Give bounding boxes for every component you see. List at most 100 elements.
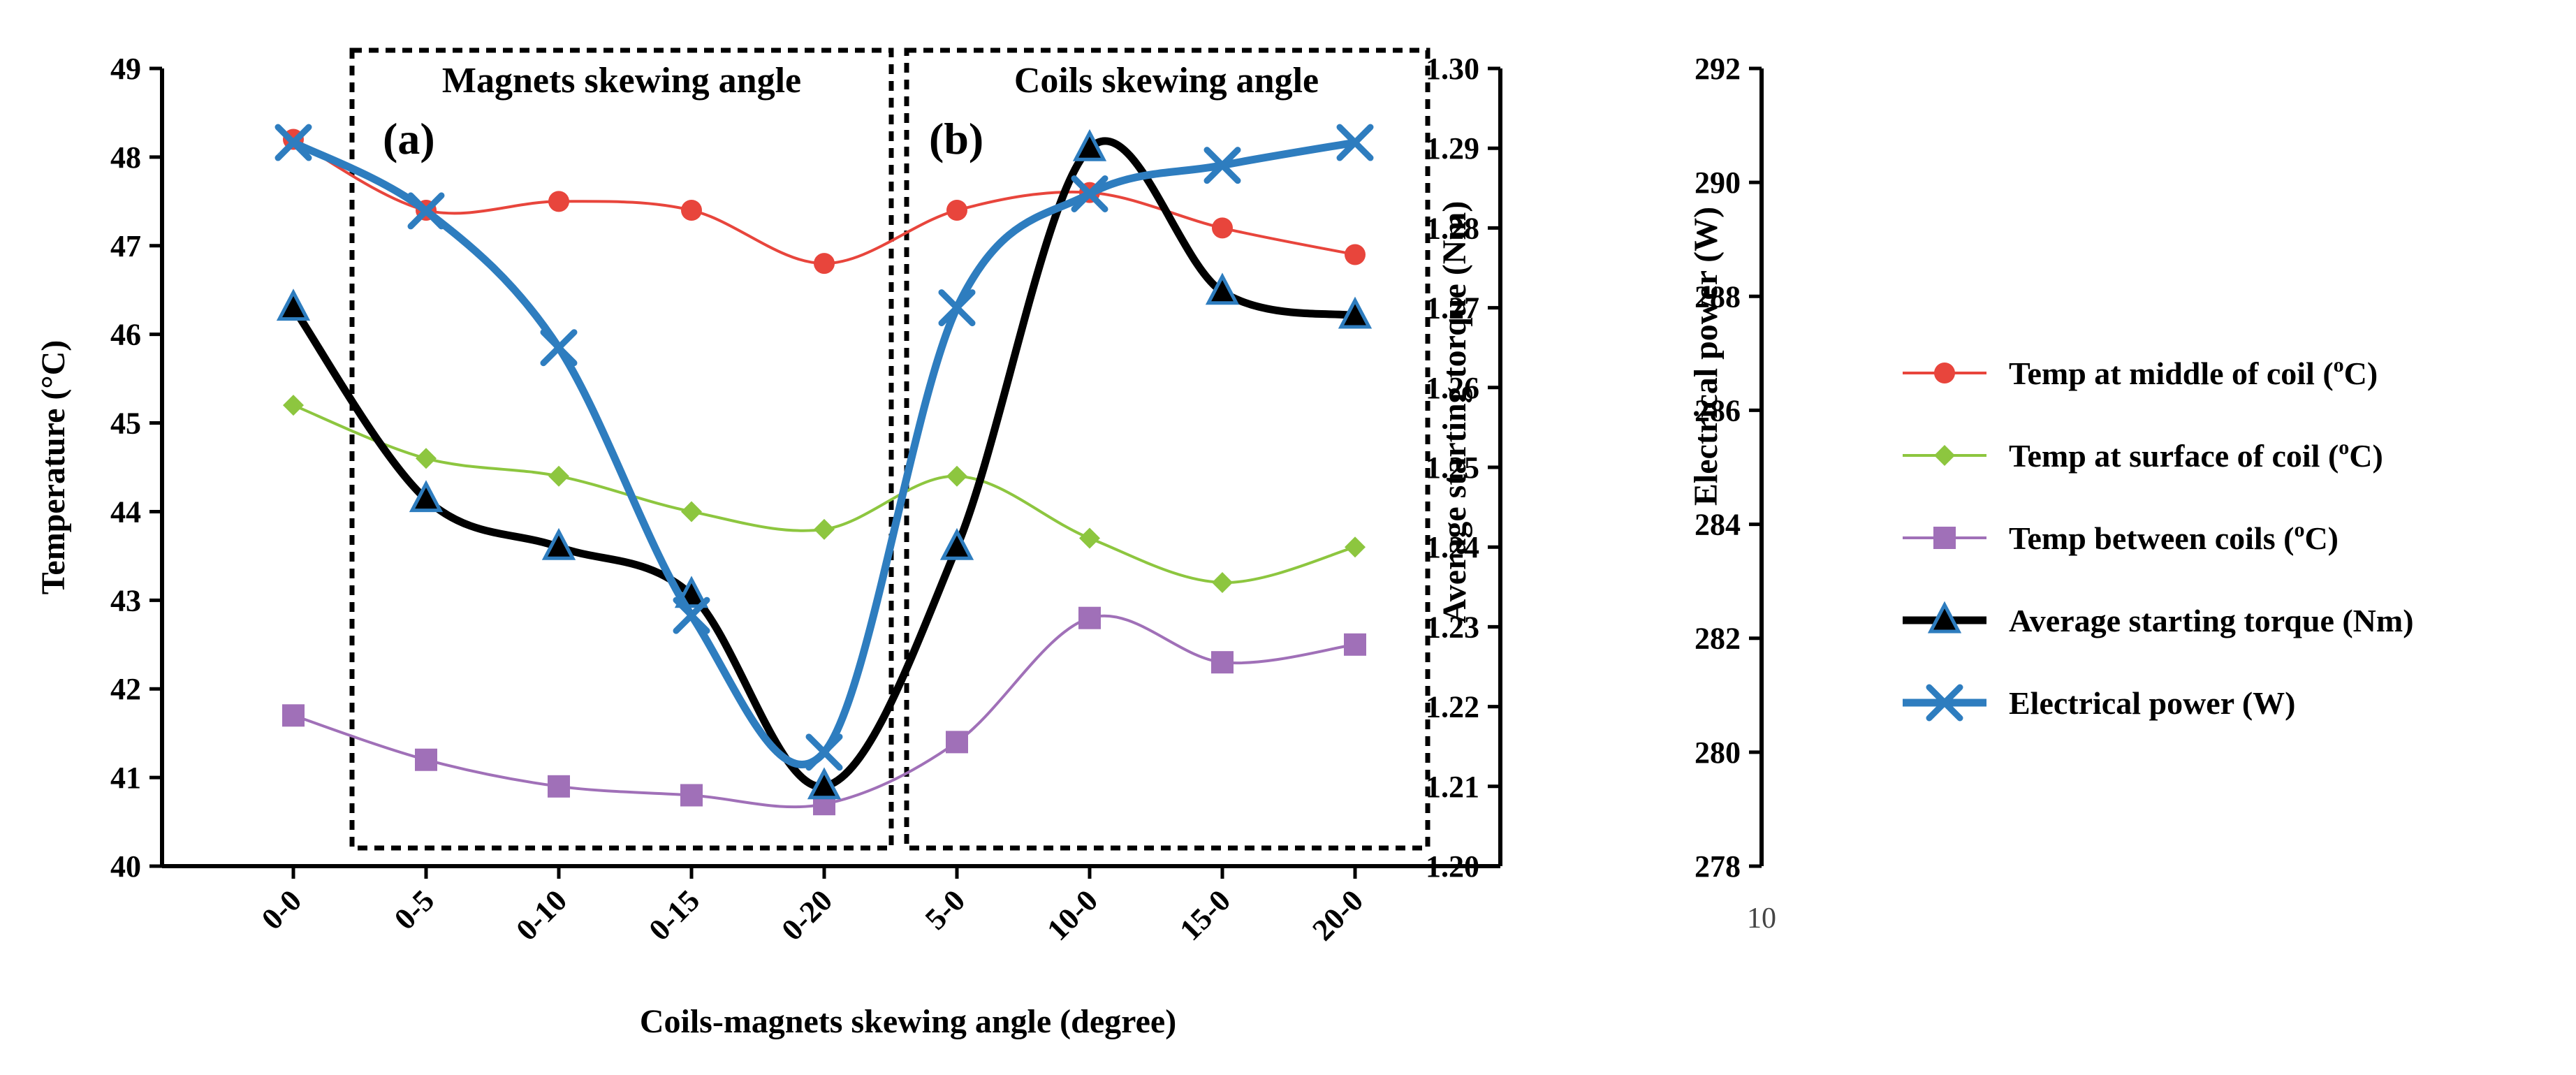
power-axis-tick-label: 284 [1695, 508, 1741, 542]
data-point [1336, 124, 1374, 161]
legend-swatch-marker [1934, 445, 1955, 466]
legend-swatch-marker [1927, 601, 1962, 634]
legend-swatch-marker [1926, 684, 1963, 722]
data-point [409, 480, 444, 513]
power-axis-tick-label: 282 [1695, 622, 1741, 656]
series-4 [275, 124, 1374, 771]
data-point [680, 784, 703, 807]
power-axis-tick-label: 290 [1695, 166, 1741, 200]
series-line [292, 138, 1356, 265]
data-point [1212, 217, 1233, 239]
legend-swatch-marker [1933, 527, 1956, 549]
power-axis-tick-label: 292 [1695, 52, 1741, 86]
data-point [1203, 147, 1241, 184]
data-point [673, 597, 710, 634]
panel-tag-b: (b) [929, 114, 983, 163]
torque-axis-tick-label: 1.24 [1426, 530, 1479, 564]
series-line [289, 138, 1359, 768]
data-point [681, 200, 702, 221]
legend-label: Temp at middle of coil (oC) [2009, 353, 2378, 391]
data-point [1078, 606, 1101, 629]
temperature-axis-tick-label: 48 [110, 140, 141, 175]
x-tick-label: 0-0 [255, 883, 308, 936]
torque-axis-tick-label: 1.26 [1426, 371, 1479, 405]
series-2 [282, 606, 1366, 816]
power-axis-title: Electrical power (W) [1688, 207, 1725, 506]
power-axis-tick-label: 286 [1695, 393, 1741, 427]
x-tick-label: 0-15 [642, 883, 706, 947]
data-point [276, 288, 311, 321]
temperature-axis-tick-label: 43 [110, 583, 141, 617]
data-point [946, 200, 967, 221]
power-axis-tick-label: 288 [1695, 279, 1741, 314]
data-point [1079, 527, 1100, 549]
torque-axis-tick-label: 1.27 [1426, 291, 1479, 326]
legend-label: Electrical power (W) [2009, 685, 2295, 721]
series-group [275, 124, 1374, 816]
x-tick-label: 10-0 [1040, 883, 1104, 947]
stray-label: 10 [1747, 902, 1776, 935]
temperature-axis-tick-label: 45 [110, 407, 141, 441]
torque-axis-tick-label: 1.29 [1426, 131, 1479, 166]
torque-axis-tick-label: 1.21 [1426, 770, 1479, 804]
x-tick-label: 15-0 [1173, 883, 1237, 947]
data-point [415, 748, 437, 771]
legend-item: Electrical power (W) [1903, 684, 2295, 722]
series-line [289, 137, 1359, 791]
data-point [275, 124, 312, 161]
series-line [292, 404, 1356, 584]
data-point [946, 731, 968, 754]
temperature-axis-tick-label: 40 [110, 849, 141, 884]
power-axis-tick-label: 278 [1695, 849, 1741, 884]
x-tick-label: 20-0 [1305, 883, 1370, 947]
series-0 [283, 129, 1366, 275]
data-point [548, 465, 569, 487]
data-point [1345, 244, 1366, 265]
data-point [1205, 272, 1240, 305]
temperature-axis-tick-label: 44 [110, 495, 141, 529]
x-tick-label: 0-10 [509, 883, 573, 947]
temperature-axis-tick-label: 47 [110, 229, 141, 263]
legend: Temp at middle of coil (oC) Temp at surfa… [1903, 353, 2414, 722]
torque-axis-tick-label: 1.20 [1426, 849, 1479, 884]
coils-skewing-box-title: Coils skewing angle [1014, 61, 1319, 101]
data-point [548, 191, 569, 212]
series-1 [283, 395, 1366, 593]
panel-tag-a: (a) [383, 114, 435, 163]
legend-label: Temp at surface of coil (oC) [2009, 436, 2383, 474]
data-point [946, 465, 967, 487]
data-point [407, 192, 445, 230]
legend-item: Temp at middle of coil (oC) [1903, 353, 2378, 391]
data-point [1212, 571, 1233, 593]
torque-axis-title: Average starting torque (Nm) [1436, 201, 1473, 624]
series-line [292, 614, 1356, 809]
legend-item: Temp between coils (oC) [1903, 518, 2339, 556]
data-point [938, 289, 976, 327]
data-point [541, 527, 576, 560]
data-point [548, 775, 570, 798]
data-point [1344, 633, 1366, 656]
coils-skewing-box [904, 47, 1430, 851]
torque-axis-tick-label: 1.28 [1426, 211, 1479, 245]
data-point [282, 704, 305, 727]
data-point [1211, 651, 1234, 674]
data-point [807, 767, 842, 800]
temperature-axis-tick-label: 42 [110, 672, 141, 706]
legend-item: Temp at surface of coil (oC) [1903, 436, 2383, 474]
torque-axis-tick-label: 1.23 [1426, 610, 1479, 644]
data-point [814, 253, 835, 275]
x-tick-label: 0-5 [388, 883, 441, 936]
data-point [416, 448, 437, 469]
series-3 [276, 129, 1373, 800]
data-point [283, 395, 304, 416]
x-axis-title: Coils-magnets skewing angle (degree) [640, 1003, 1176, 1040]
power-axis-tick-label: 280 [1695, 736, 1741, 770]
data-point [814, 518, 835, 540]
data-point [1072, 129, 1107, 161]
torque-axis-tick-label: 1.22 [1426, 690, 1479, 724]
x-tick-label: 5-0 [919, 883, 972, 936]
magnets-skewing-box [349, 47, 894, 851]
legend-item: Average starting torque (Nm) [1903, 601, 2414, 638]
legend-label: Average starting torque (Nm) [2009, 603, 2414, 638]
